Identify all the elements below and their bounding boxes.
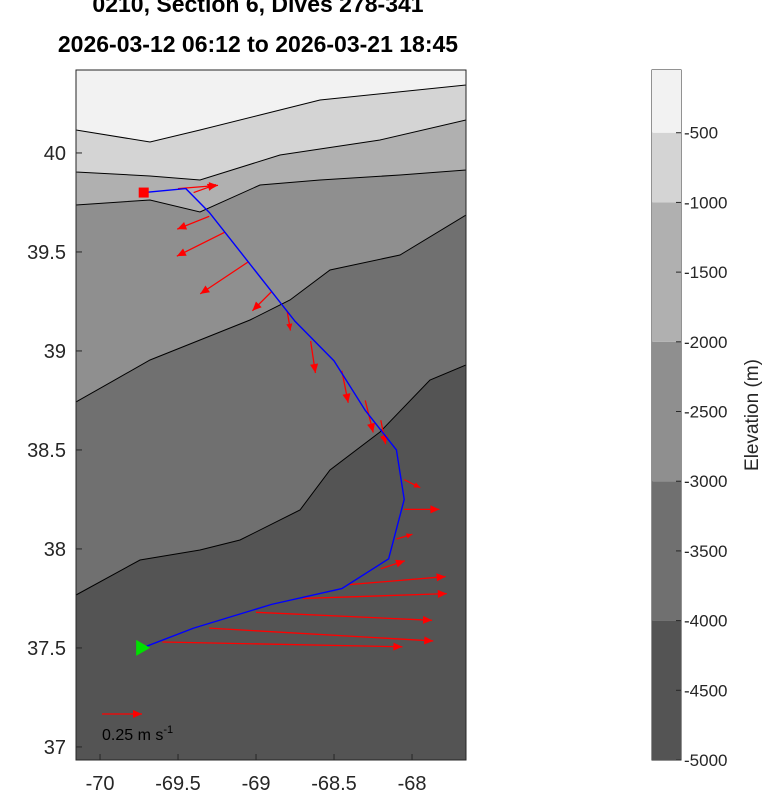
arrow-head — [133, 709, 142, 719]
arrow-head — [393, 642, 403, 651]
arrow-head — [200, 285, 210, 294]
current-arrow — [193, 183, 217, 194]
glider-track — [141, 187, 405, 649]
y-tick-label: 39.5 — [27, 242, 66, 264]
arrow-head — [437, 589, 447, 598]
colorbar-tick-label: -5000 — [684, 751, 727, 770]
scale-label: 0.25 m s-1 — [102, 724, 173, 744]
colorbar-tick-label: -4000 — [684, 612, 727, 631]
y-tick-label: 38 — [44, 539, 66, 561]
arrow-head — [436, 573, 446, 582]
arrow-shaft — [302, 592, 447, 600]
arrow-head — [422, 615, 433, 624]
arrow-head — [252, 301, 262, 311]
colorbar-band — [652, 70, 681, 133]
chart-subtitle: 2026-03-12 06:12 to 2026-03-21 18:45 — [58, 31, 458, 57]
depth-band — [76, 70, 466, 143]
current-arrow — [302, 589, 447, 600]
colorbar-tick-label: -4500 — [684, 681, 727, 700]
current-arrow — [396, 533, 413, 540]
arrow-shaft — [255, 611, 433, 621]
colorbar-label: Elevation (m) — [742, 359, 763, 471]
y-tick-label: 37.5 — [27, 638, 66, 660]
arrow-head — [310, 363, 319, 374]
current-arrow — [255, 611, 433, 624]
colorbar-tick-label: -1500 — [684, 263, 727, 282]
start-marker — [138, 187, 149, 198]
current-arrow — [176, 231, 226, 257]
colorbar-tick-label: -500 — [684, 124, 718, 143]
arrow-head — [424, 636, 434, 645]
x-tick-label: -70 — [86, 773, 115, 795]
arrow-head — [206, 183, 217, 191]
arrow-head — [430, 505, 440, 514]
scale-arrow — [102, 709, 142, 719]
current-arrow — [199, 261, 249, 295]
current-arrow — [209, 627, 434, 645]
colorbar-tick-label: -1000 — [684, 193, 727, 212]
arrow-head — [413, 482, 421, 488]
end-marker — [136, 639, 151, 656]
arrow-head — [176, 248, 187, 257]
y-tick-label: 37 — [44, 737, 66, 759]
y-tick-label: 38.5 — [27, 440, 66, 462]
current-arrow — [404, 505, 440, 514]
y-tick-label: 39 — [44, 341, 66, 363]
bathymetry — [76, 70, 466, 760]
arrow-head — [177, 222, 188, 230]
arrow-shaft — [199, 261, 249, 295]
current-arrow — [403, 479, 421, 489]
x-tick-label: -68.5 — [311, 773, 357, 795]
arrow-head — [367, 422, 375, 433]
current-arrow — [349, 573, 446, 586]
current-arrow — [251, 291, 273, 312]
arrow-shaft — [349, 575, 446, 586]
colorbar-band — [652, 132, 681, 203]
current-arrow — [309, 340, 319, 374]
arrow-shaft — [162, 641, 403, 648]
colorbar-tick-label: -3000 — [684, 472, 727, 491]
colorbar-tick-label: -3500 — [684, 542, 727, 561]
x-tick-label: -69.5 — [155, 773, 201, 795]
arrow-head — [395, 559, 405, 568]
x-tick-label: -68 — [398, 773, 427, 795]
arrow-shaft — [209, 627, 434, 642]
arrow-head — [342, 393, 351, 403]
y-tick-label: 40 — [44, 143, 66, 165]
colorbar-tick-label: -2000 — [684, 333, 727, 352]
scale-label-text: 0.25 m s — [102, 727, 163, 744]
x-tick-label: -69 — [242, 773, 271, 795]
scale-label-exponent: -1 — [163, 724, 173, 736]
current-arrow — [286, 311, 293, 331]
chart-title: 0210, Section 6, Dives 278-341 — [92, 0, 423, 17]
current-arrow — [380, 559, 406, 570]
arrow-head — [286, 323, 293, 331]
current-arrow — [162, 641, 403, 651]
plot-frame — [75, 69, 467, 761]
current-arrow — [176, 215, 210, 230]
arrow-head — [406, 533, 413, 539]
colorbar-tick-label: -2500 — [684, 403, 727, 422]
